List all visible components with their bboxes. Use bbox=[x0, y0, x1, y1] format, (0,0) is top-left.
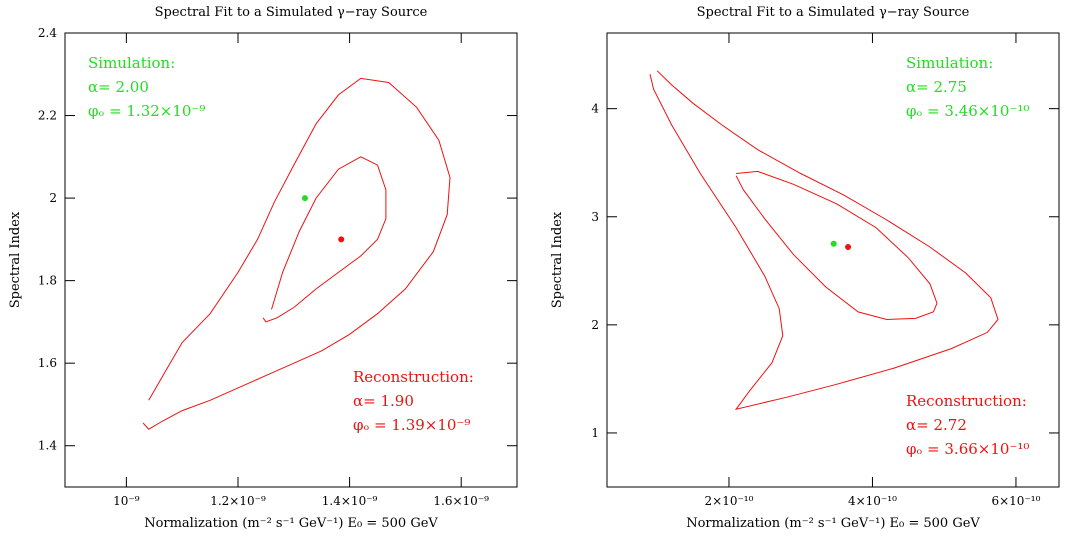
chart-title: Spectral Fit to a Simulated γ−ray Source bbox=[155, 5, 428, 20]
y-tick-label: 2.2 bbox=[38, 109, 57, 123]
reconstruction-label: Reconstruction: bbox=[906, 392, 1027, 410]
y-axis-label: Spectral Index bbox=[8, 211, 23, 308]
y-tick-label: 4 bbox=[591, 102, 599, 116]
simulated-point bbox=[301, 195, 308, 202]
x-axis-label: Normalization (m⁻² s⁻¹ GeV⁻¹) E₀ = 500 G… bbox=[144, 516, 438, 531]
simulation-phi: φₒ = 1.32×10⁻⁹ bbox=[88, 102, 205, 120]
x-tick-label: 2×10⁻¹⁰ bbox=[705, 494, 754, 508]
simulation-label: Simulation: bbox=[906, 54, 993, 72]
x-axis-label: Normalization (m⁻² s⁻¹ GeV⁻¹) E₀ = 500 G… bbox=[686, 516, 980, 531]
x-tick-label: 4×10⁻¹⁰ bbox=[848, 494, 897, 508]
simulated-point bbox=[830, 240, 837, 247]
y-tick-label: 1 bbox=[591, 426, 599, 440]
reconstruction-phi: φₒ = 3.66×10⁻¹⁰ bbox=[906, 440, 1029, 458]
x-tick-label: 1.2×10⁻⁹ bbox=[210, 494, 266, 508]
reconstruction-alpha: α= 2.72 bbox=[906, 416, 967, 434]
reconstruction-label: Reconstruction: bbox=[353, 368, 474, 386]
reconstructed-point bbox=[338, 236, 345, 243]
simulation-alpha: α= 2.00 bbox=[88, 78, 149, 96]
contour-inner bbox=[735, 170, 938, 321]
contour-inner bbox=[262, 156, 387, 323]
plot-frame bbox=[606, 32, 1060, 488]
plot-frame bbox=[64, 32, 518, 488]
simulation-phi: φₒ = 3.46×10⁻¹⁰ bbox=[906, 102, 1029, 120]
y-tick-label: 2 bbox=[591, 318, 599, 332]
y-tick-label: 3 bbox=[591, 210, 599, 224]
y-tick-label: 2.4 bbox=[38, 26, 57, 40]
contour-outer bbox=[649, 70, 999, 411]
y-tick-label: 1.4 bbox=[38, 439, 57, 453]
chart-title: Spectral Fit to a Simulated γ−ray Source bbox=[697, 5, 970, 20]
contour-outer bbox=[142, 77, 451, 430]
x-tick-label: 1.4×10⁻⁹ bbox=[322, 494, 378, 508]
x-tick-label: 1.6×10⁻⁹ bbox=[433, 494, 489, 508]
reconstructed-point bbox=[845, 244, 852, 251]
y-axis-label: Spectral Index bbox=[550, 211, 565, 308]
y-tick-label: 1.6 bbox=[38, 356, 57, 370]
x-tick-label: 6×10⁻¹⁰ bbox=[991, 494, 1040, 508]
x-tick-label: 10⁻⁹ bbox=[113, 494, 140, 508]
y-tick-label: 2 bbox=[49, 191, 57, 205]
simulation-alpha: α= 2.75 bbox=[906, 78, 967, 96]
reconstruction-alpha: α= 1.90 bbox=[353, 392, 414, 410]
y-tick-label: 1.8 bbox=[38, 274, 57, 288]
simulation-label: Simulation: bbox=[88, 54, 175, 72]
reconstruction-phi: φₒ = 1.39×10⁻⁹ bbox=[353, 416, 470, 434]
